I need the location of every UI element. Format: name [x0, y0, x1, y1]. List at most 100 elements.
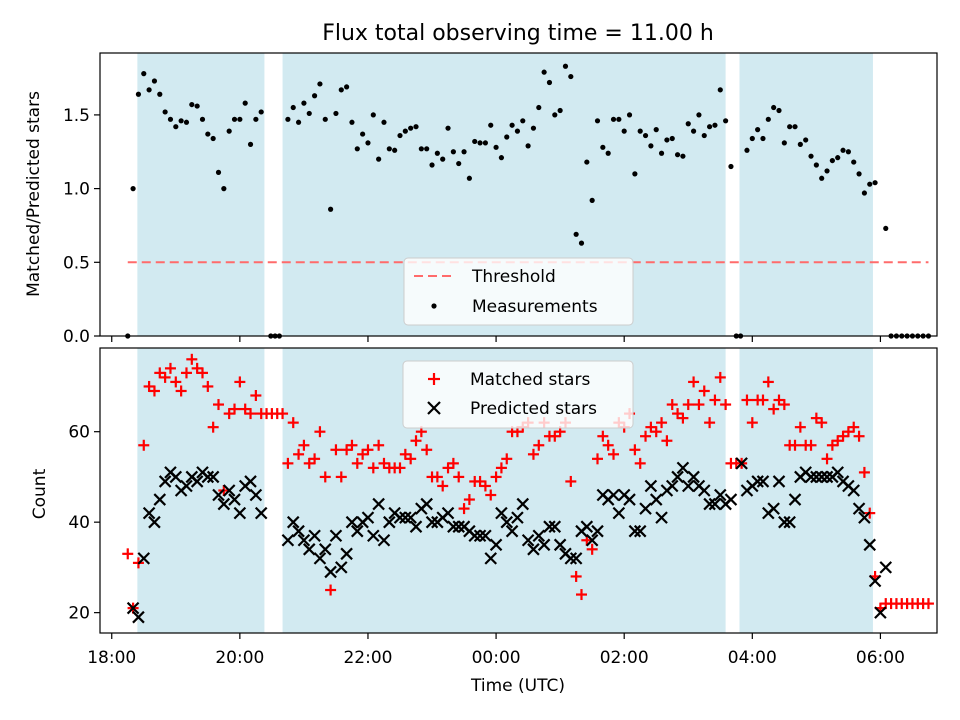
matched-star-point [405, 453, 417, 465]
measurement-point [493, 144, 499, 150]
matched-star-point [314, 426, 326, 438]
matched-star-point [527, 448, 539, 460]
matched-star-point [762, 376, 774, 388]
matched-star-point [858, 466, 870, 478]
predicted-star-point [393, 511, 407, 524]
predicted-star-point [222, 484, 236, 497]
measurement-point [456, 160, 462, 167]
matched-star-point [490, 471, 502, 483]
matched-star-point [293, 448, 305, 460]
predicted-star-point [591, 524, 604, 538]
predicted-star-point [367, 529, 380, 543]
predicted-star-point [351, 524, 364, 538]
measurement-point [183, 119, 190, 125]
measurement-point [712, 122, 718, 128]
measurement-point [509, 122, 515, 128]
matched-star-point [485, 489, 497, 501]
matched-star-point [693, 399, 705, 411]
measurement-point [237, 116, 243, 122]
predicted-star-point [500, 515, 514, 529]
predicted-star-point [548, 520, 562, 533]
matched-star-point [586, 543, 598, 555]
measurement-point [546, 79, 553, 86]
legend-measurements-swatch [431, 303, 437, 309]
measurement-point [199, 116, 206, 122]
measurement-point [472, 138, 478, 145]
matched-star-point [159, 371, 171, 383]
matched-star-point [394, 462, 406, 474]
predicted-star-point [473, 529, 487, 543]
legend-threshold-label: Threshold [471, 267, 556, 287]
predicted-star-point [286, 515, 300, 529]
matched-star-point [180, 367, 192, 379]
measurement-point [717, 87, 723, 93]
measurement-point [632, 171, 638, 177]
measurement-point [450, 149, 456, 155]
top-legend: Threshold Measurements [403, 257, 634, 326]
measurement-point [867, 181, 873, 187]
predicted-star-point [516, 497, 530, 511]
predicted-star-point [772, 475, 786, 488]
measurement-point [173, 124, 179, 130]
matched-star-point [282, 457, 294, 469]
matched-star-point [677, 412, 689, 424]
measurement-point [370, 112, 376, 118]
matched-star-point [709, 394, 721, 406]
measurement-point [797, 141, 803, 147]
matched-star-point [421, 444, 433, 456]
measurement-point [477, 140, 483, 146]
matched-star-point [661, 435, 673, 447]
x-tick-label: 02:00 [600, 648, 649, 668]
predicted-star-point [137, 552, 151, 565]
predicted-star-point [815, 470, 828, 484]
matched-star-point [821, 453, 833, 465]
matched-star-point [277, 408, 289, 420]
legend-measurements-label: Measurements [472, 297, 598, 317]
matched-stars-points [122, 353, 934, 614]
matched-star-point [853, 430, 865, 442]
measurement-point [242, 100, 248, 106]
measurement-point [466, 175, 472, 181]
measurement-point [573, 231, 579, 237]
predicted-star-point [505, 524, 519, 538]
predicted-star-point [329, 529, 343, 543]
measurement-point [835, 155, 841, 161]
measurement-point [562, 63, 569, 69]
predicted-star-point [623, 493, 636, 506]
matched-star-point [234, 376, 246, 388]
matched-star-point [816, 417, 828, 429]
matched-star-point [570, 570, 582, 582]
matched-star-point [122, 548, 134, 560]
predicted-star-point [543, 520, 556, 533]
matched-star-point [656, 417, 668, 429]
predicted-star-point [228, 493, 241, 506]
measurement-point [141, 71, 147, 77]
matched-star-point [213, 399, 225, 411]
matched-star-point [250, 390, 262, 401]
measurement-point [429, 162, 435, 168]
matched-star-point [698, 385, 710, 397]
top-y-axis-label: Matched/Predicted stars [24, 91, 44, 297]
legend-predicted-swatch [427, 401, 441, 415]
measurement-point [258, 109, 264, 115]
measurement-point [803, 137, 809, 143]
measurement-point [674, 152, 681, 158]
predicted-star-point [649, 493, 663, 506]
measurement-point [648, 143, 654, 149]
measurement-point [418, 146, 424, 152]
predicted-star-point [879, 561, 893, 574]
measurement-point [707, 124, 713, 130]
measurement-point [808, 153, 814, 159]
bottom-plot-panel: 20 40 60 18:00 20:00 22:00 00:00 02:00 04:00 06:… [30, 347, 938, 696]
measurement-point [178, 118, 184, 124]
predicted-star-point [479, 529, 492, 543]
predicted-star-point [148, 515, 161, 529]
predicted-star-point [756, 475, 770, 488]
measurement-point [498, 155, 505, 161]
predicted-star-point [249, 488, 263, 502]
y-tick-label: 0.0 [63, 327, 90, 347]
measurement-point [157, 91, 163, 97]
predicted-star-point [820, 470, 834, 484]
predicted-star-point [863, 538, 877, 552]
predicted-star-point [452, 520, 465, 533]
